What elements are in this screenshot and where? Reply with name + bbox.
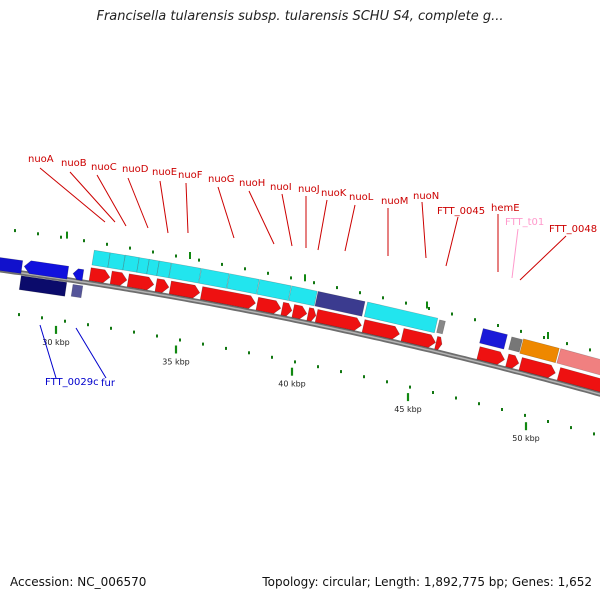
- gene-band-segment: [91, 249, 111, 268]
- cds-forward-arrow: [88, 267, 111, 284]
- cds-forward-arrow: [154, 278, 170, 293]
- cds-forward-arrow: [505, 353, 520, 369]
- gene-band-segment: [168, 262, 202, 284]
- gene-leader-line: [281, 193, 293, 247]
- gene-label-nuok: nuoK: [321, 188, 347, 199]
- gene-label-nuon: nuoN: [413, 191, 439, 202]
- gene-band-segment: [156, 260, 172, 279]
- gene-block-gray-blue: [70, 284, 84, 299]
- cds-forward-arrow: [434, 336, 443, 351]
- gene-band-segment: [288, 285, 318, 307]
- gene-label-nuoj: nuoJ: [298, 184, 320, 195]
- gene-leader-line: [317, 199, 328, 251]
- gene-leader-line: [69, 171, 116, 223]
- gene-block-orange: [519, 338, 560, 364]
- cds-forward-arrow: [255, 296, 282, 314]
- gene-label-nuoi: nuoI: [270, 182, 292, 193]
- gene-leader-line: [39, 324, 57, 379]
- gene-leader-line: [344, 204, 356, 252]
- minor-ticks: [14, 229, 595, 436]
- gene-leader-line: [185, 182, 189, 234]
- gene-band-segment: [226, 273, 260, 295]
- gene-block-pink: [556, 348, 600, 376]
- gene-label-nuog: nuoG: [208, 174, 235, 185]
- cds-forward-arrow: [168, 280, 201, 299]
- gene-label-heme: hemE: [491, 203, 520, 214]
- gene-band-segment: [107, 252, 126, 271]
- gene-label-ftt-t01: FTT_t01: [505, 217, 544, 228]
- cds-forward-arrow: [306, 307, 317, 322]
- cds-forward-arrow: [400, 328, 436, 348]
- gene-label-ftt-0045: FTT_0045: [437, 206, 485, 217]
- features: [0, 249, 600, 393]
- gene-band-segment: [314, 291, 366, 317]
- cds-forward-block: [556, 367, 600, 393]
- tick-label: 50 kbp: [512, 434, 540, 443]
- backbone-highlight: [0, 269, 600, 395]
- cds-forward-arrow: [126, 273, 155, 291]
- major-ticks: 30 kbp 35 kbp 40 kbp 45 kbp 50 kbp: [42, 325, 540, 443]
- cds-forward-arrow: [361, 319, 400, 340]
- gene-label-nuod: nuoD: [122, 164, 149, 175]
- gene-label-nuob: nuoB: [61, 158, 87, 169]
- tick-label: 30 kbp: [42, 338, 70, 347]
- cds-forward-arrow: [291, 304, 308, 320]
- genome-info-text: Topology: circular; Length: 1,892,775 bp…: [262, 575, 592, 589]
- gene-band-segment: [122, 254, 140, 273]
- gene-band-segment: [136, 257, 150, 275]
- gene-label-nuof: nuoF: [178, 170, 203, 181]
- gene-leader-line: [127, 177, 149, 229]
- gene-label-nuoa: nuoA: [28, 154, 54, 165]
- cds-forward-arrow: [314, 309, 362, 331]
- gene-band-gray: [436, 319, 446, 335]
- backbone: [0, 267, 600, 397]
- gene-block-gray: [508, 336, 523, 353]
- tick-label: 45 kbp: [394, 405, 422, 414]
- gene-band-segment: [256, 279, 292, 301]
- gene-leader-line: [96, 174, 127, 227]
- gene-leader-line: [39, 167, 106, 223]
- gene-band-segment: [198, 268, 230, 289]
- cds-forward-arrow: [109, 270, 128, 286]
- gene-leader-line: [75, 327, 107, 379]
- gene-leader-line: [248, 190, 275, 245]
- gene-label-fur: fur: [101, 378, 116, 389]
- gene-leader-line: [421, 201, 427, 259]
- gene-leader-line: [511, 228, 519, 279]
- gene-label-ftt-0029c: FTT_0029c: [45, 377, 99, 388]
- gene-block-blue: [479, 328, 508, 350]
- gene-band-segment: [363, 301, 439, 334]
- cds-forward-arrow: [518, 357, 556, 379]
- gene-band-segment: [146, 258, 160, 277]
- cds-forward-arrow: [280, 301, 293, 317]
- gene-label-nuoc: nuoC: [91, 162, 117, 173]
- cds-reverse-arrow: [72, 268, 85, 281]
- gene-block-navy: [18, 275, 68, 297]
- map-title: Francisella tularensis subsp. tularensis…: [96, 9, 504, 24]
- cds-reverse-arrow: [23, 260, 70, 280]
- gene-leader-line: [217, 186, 235, 239]
- gene-label-nuoh: nuoH: [239, 178, 265, 189]
- gene-label-ftt-0048: FTT_0048: [549, 224, 597, 235]
- gene-leader-line: [445, 216, 459, 267]
- gene-leader-line: [519, 235, 567, 281]
- gene-leader-line: [159, 180, 169, 234]
- cds-forward-arrow: [476, 346, 505, 365]
- top-gene-labels: nuoA nuoB nuoC nuoD nuoE nuoF nuoG nuoH nuoI nuoJ…: [28, 154, 597, 281]
- gene-label-nuom: nuoM: [381, 196, 408, 207]
- gene-label-nuol: nuoL: [349, 192, 374, 203]
- accession-text: Accession: NC_006570: [10, 575, 147, 589]
- tick-label: 40 kbp: [278, 380, 306, 389]
- bottom-gene-labels: FTT_0029c fur: [39, 324, 116, 389]
- gene-block-blue: [0, 256, 24, 274]
- cds-forward-arrow: [199, 286, 256, 309]
- gene-label-nuoe: nuoE: [152, 167, 177, 178]
- tick-label: 35 kbp: [162, 358, 190, 367]
